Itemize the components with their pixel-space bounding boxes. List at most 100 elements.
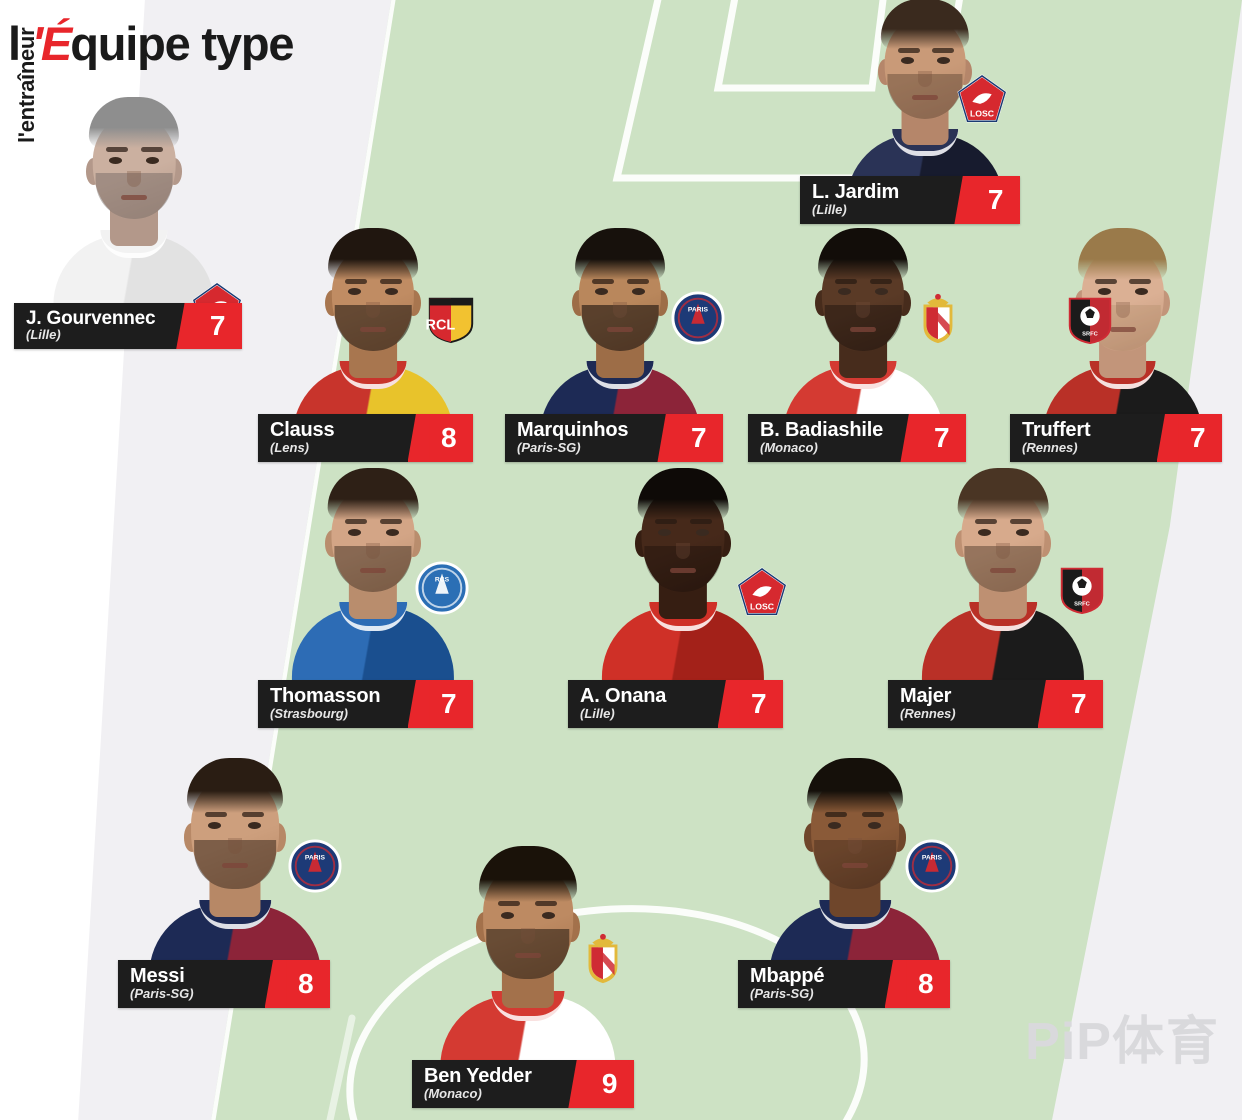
nameplate-text: B. Badiashile (Monaco) [748, 414, 918, 462]
player-name: Thomasson [270, 685, 381, 708]
psg-badge: PARIS [671, 290, 725, 346]
brow-left [345, 278, 368, 284]
player-card-rw[interactable] [740, 757, 970, 1003]
nameplate-text: J. Gourvennec (Lille) [14, 303, 194, 349]
eye-left [208, 822, 222, 830]
brow-right [1129, 278, 1152, 284]
nameplate-text: Majer (Rennes) [888, 680, 1055, 728]
mouth [990, 567, 1016, 573]
nameplate-text: Ben Yedder (Monaco) [412, 1060, 586, 1108]
nameplate-cm3: Majer (Rennes) 7 [888, 680, 1103, 728]
brow-left [835, 278, 858, 284]
eye-right [541, 911, 555, 919]
hair [88, 96, 180, 149]
losc-lille-badge: LOSC [955, 72, 1009, 128]
mouth [850, 326, 876, 332]
as-monaco-badge [575, 930, 629, 986]
player-rating: 7 [971, 176, 1020, 224]
brow-left [345, 519, 367, 525]
brow-right [869, 278, 892, 284]
player-club: (Paris-SG) [517, 439, 581, 455]
pp-sports-watermark: PiP体育 [1025, 999, 1220, 1074]
player-portrait [120, 757, 350, 1003]
brow-left [897, 48, 920, 54]
hair [327, 468, 419, 521]
player-card-lw[interactable] [120, 757, 350, 1003]
mouth [670, 567, 696, 573]
hair [478, 845, 578, 902]
brow-left [497, 901, 520, 907]
mouth [1109, 326, 1136, 332]
eye-right [632, 288, 646, 296]
watermark-chinese: 体育 [1111, 1013, 1220, 1071]
nameplate-cb2: B. Badiashile (Monaco) 7 [748, 414, 966, 462]
eye-left [595, 288, 609, 296]
player-name: Messi [130, 965, 185, 988]
coach-card[interactable]: l'entraîneur LOSC J. Gourvennec (Lille) … [14, 28, 250, 349]
title-accent-e: 'É [31, 17, 73, 70]
eye-left [977, 528, 991, 536]
eye-right [385, 528, 399, 536]
brow-right [689, 519, 712, 525]
nameplate-cm1: Thomasson (Strasbourg) 7 [258, 680, 473, 728]
nose [613, 302, 627, 319]
svg-text:SRFC: SRFC [1082, 331, 1098, 337]
player-card-cm2[interactable] [568, 468, 798, 700]
brow-right [535, 901, 558, 907]
brow-right [242, 812, 265, 818]
eye-right [875, 288, 889, 296]
brow-right [140, 147, 163, 153]
brow-left [1094, 278, 1117, 284]
coach-portrait [18, 96, 250, 327]
nameplate-cb1: Marquinhos (Paris-SG) 7 [505, 414, 723, 462]
nameplate-text: A. Onana (Lille) [568, 680, 735, 728]
player-portrait [18, 96, 250, 327]
eye-right [146, 156, 160, 164]
player-name: Clauss [270, 419, 335, 442]
brow-left [975, 519, 997, 525]
svg-text:LOSC: LOSC [750, 601, 775, 611]
nose [521, 927, 535, 944]
svg-text:LOSC: LOSC [970, 108, 995, 118]
nameplate-rw: Mbappé (Paris-SG) 8 [738, 960, 950, 1008]
eye-left [838, 288, 852, 296]
nose [918, 70, 932, 87]
player-club: (Paris-SG) [130, 985, 194, 1001]
svg-text:RCS: RCS [435, 576, 450, 583]
hair [1077, 228, 1168, 281]
page-title: l 'Équipe type [8, 16, 294, 71]
eye-left [828, 822, 842, 830]
brow-right [626, 278, 649, 284]
nameplate-rb: Clauss (Lens) 8 [258, 414, 473, 462]
watermark-latin: PiP [1025, 1013, 1112, 1071]
player-name: Marquinhos [517, 419, 629, 442]
player-club: (Lille) [580, 705, 615, 721]
brow-right [931, 48, 954, 54]
eye-left [348, 288, 362, 296]
eye-right [1134, 288, 1148, 296]
mouth [360, 326, 386, 332]
player-name: L. Jardim [812, 181, 900, 204]
player-club: (Strasbourg) [270, 705, 348, 721]
svg-text:PARIS: PARIS [688, 306, 709, 313]
as-monaco-badge [910, 290, 964, 346]
player-name: Majer [900, 685, 952, 708]
eye-left [900, 57, 914, 65]
player-rating: 7 [1173, 414, 1222, 462]
nose [848, 837, 862, 854]
nose [996, 543, 1010, 560]
player-name: Mbappé [750, 965, 825, 988]
nose [127, 170, 141, 187]
player-rating: 8 [901, 960, 950, 1008]
nameplate-text: Clauss (Lens) [258, 414, 425, 462]
eye-left [109, 156, 123, 164]
player-rating: 8 [424, 414, 473, 462]
brow-left [592, 278, 615, 284]
title-prefix: l [8, 17, 32, 70]
brow-right [379, 278, 402, 284]
player-rating: 7 [424, 680, 473, 728]
player-name: Truffert [1022, 419, 1091, 442]
nameplate-lb: Truffert (Rennes) 7 [1010, 414, 1222, 462]
coach-nameplate: J. Gourvennec (Lille) 7 [14, 303, 242, 349]
